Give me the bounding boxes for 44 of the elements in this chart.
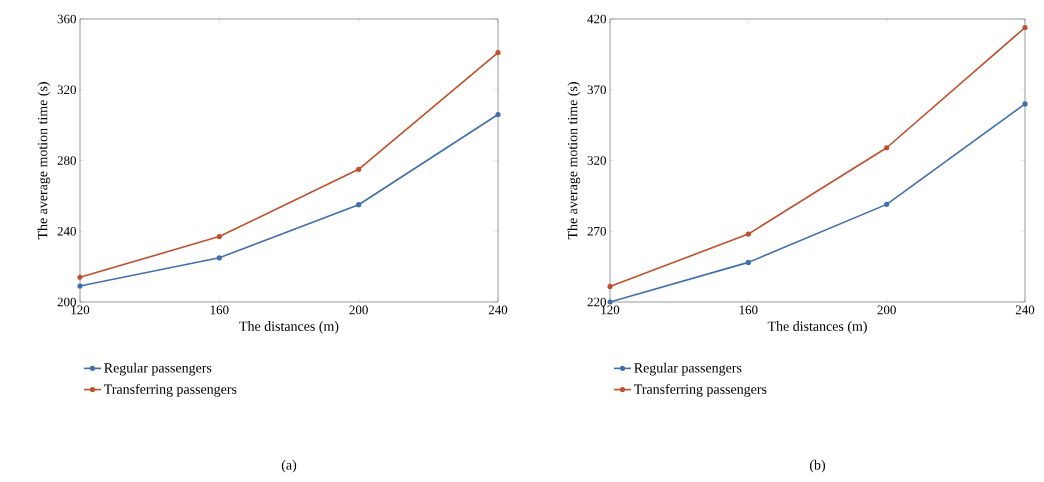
y-tick-label: 370 bbox=[587, 85, 606, 95]
point bbox=[495, 50, 501, 56]
x-tick-label: 160 bbox=[739, 305, 758, 315]
y-axis-title: The average motion time (s) bbox=[567, 82, 581, 240]
x-tick-label: 200 bbox=[349, 305, 368, 315]
y-tick-label: 240 bbox=[57, 226, 76, 236]
x-tick-label: 160 bbox=[210, 305, 229, 315]
text: (a) bbox=[281, 459, 297, 473]
x-tick-label: 240 bbox=[1015, 305, 1035, 315]
point bbox=[1022, 24, 1028, 31]
y-tick-label: 270 bbox=[587, 226, 606, 236]
point bbox=[356, 166, 362, 172]
point bbox=[884, 145, 890, 151]
point bbox=[356, 202, 362, 208]
x-axis-title: The distances (m) bbox=[767, 321, 867, 334]
y-tick-label: 320 bbox=[587, 156, 606, 165]
y-tick-label: 200 bbox=[57, 297, 76, 307]
point bbox=[77, 274, 83, 280]
y-tick-label: 420 bbox=[587, 14, 606, 24]
point bbox=[216, 255, 222, 261]
text: (b) bbox=[809, 459, 826, 473]
y-tick-label: 360 bbox=[57, 14, 76, 24]
x-tick-label: 120 bbox=[601, 305, 620, 315]
legend-label: Regular passengers bbox=[634, 362, 742, 376]
x-tick-label: 120 bbox=[71, 305, 90, 315]
point bbox=[884, 201, 890, 207]
x-tick-label: 200 bbox=[877, 305, 896, 315]
point bbox=[745, 231, 751, 237]
point bbox=[1022, 101, 1028, 107]
y-tick-label: 320 bbox=[57, 85, 76, 95]
legend-label: Transferring passengers bbox=[104, 383, 237, 397]
y-tick-label: 220 bbox=[587, 297, 606, 307]
y-tick-label: 280 bbox=[57, 156, 76, 165]
x-axis-title: The distances (m) bbox=[239, 321, 339, 334]
point bbox=[216, 233, 222, 240]
legend-label: Regular passengers bbox=[104, 362, 212, 376]
y-axis-title: The average motion time (s) bbox=[37, 82, 51, 240]
point bbox=[745, 259, 751, 265]
point bbox=[607, 299, 613, 305]
point bbox=[495, 111, 501, 118]
x-tick-label: 240 bbox=[488, 305, 508, 315]
legend-label: Transferring passengers bbox=[634, 383, 767, 397]
point bbox=[607, 283, 613, 290]
point bbox=[77, 283, 83, 289]
